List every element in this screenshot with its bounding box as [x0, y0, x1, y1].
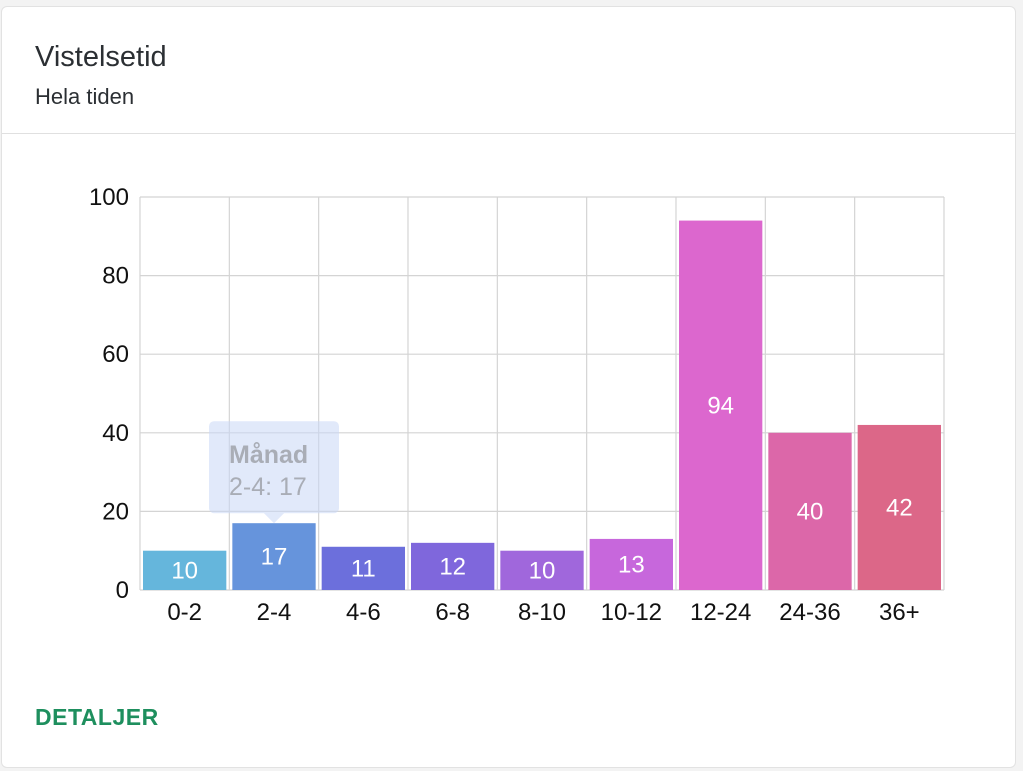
- chart-bars: 10 17 11 12 10 13 94 40 42: [143, 220, 941, 590]
- tooltip-box: [209, 421, 339, 524]
- tooltip-text: 2-4: 17: [229, 473, 307, 501]
- tooltip-title: Månad: [229, 441, 308, 469]
- x-tick-label: 36+: [879, 599, 920, 626]
- bar-data-label: 17: [261, 544, 288, 571]
- y-tick-label: 40: [102, 420, 129, 447]
- x-tick-label: 8-10: [518, 599, 566, 626]
- details-link[interactable]: DETALJER: [35, 704, 159, 730]
- x-tick-label: 24-36: [779, 599, 840, 626]
- chart-card: Vistelsetid Hela tiden DETALJER: [1, 6, 1016, 768]
- bar-data-label: 10: [529, 557, 556, 584]
- y-tick-label: 0: [116, 577, 129, 604]
- x-tick-label: 0-2: [167, 599, 202, 626]
- x-tick-label: 10-12: [601, 599, 662, 626]
- bar-data-label: 42: [886, 494, 913, 521]
- y-tick-label: 100: [89, 184, 129, 211]
- bar: [321, 546, 405, 590]
- bar-data-label: 40: [797, 498, 824, 525]
- chart-ticks: 0 20 40 60 80 100 0-2 2-4 4-6 6-8 8-10 10-12 12-24 24…: [89, 184, 920, 626]
- bar-data-label: 94: [707, 392, 734, 419]
- bar: [679, 220, 763, 590]
- y-tick-label: 20: [102, 498, 129, 525]
- bar: [143, 550, 227, 590]
- card-subtitle: Hela tiden: [35, 84, 135, 109]
- chart-tooltip: Månad 2-4: 17: [209, 421, 339, 524]
- y-tick-label: 60: [102, 341, 129, 368]
- card-title: Vistelsetid: [35, 41, 167, 73]
- bar: [500, 550, 584, 590]
- bar-data-label: 11: [351, 555, 376, 582]
- card-header: Vistelsetid Hela tiden: [2, 7, 1015, 134]
- bar-data-label: 13: [618, 551, 645, 578]
- x-tick-label: 2-4: [257, 599, 292, 626]
- bar: [232, 523, 316, 590]
- bar: [768, 432, 852, 590]
- bar: [411, 542, 495, 590]
- bar: [857, 424, 941, 590]
- y-tick-label: 80: [102, 263, 129, 290]
- x-tick-label: 6-8: [435, 599, 470, 626]
- bar-data-label: 12: [439, 553, 466, 580]
- x-tick-label: 12-24: [690, 599, 751, 626]
- bar: [589, 538, 673, 590]
- x-tick-label: 4-6: [346, 599, 381, 626]
- bar-data-label: 10: [171, 557, 198, 584]
